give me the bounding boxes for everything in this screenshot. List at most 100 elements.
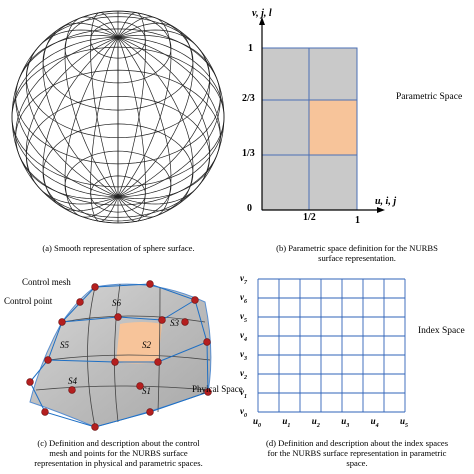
index-grid <box>257 278 406 413</box>
tick-label-half: 1/2 <box>303 212 316 223</box>
sphere-meridian <box>15 36 119 200</box>
label-control-mesh: Control mesh <box>22 277 71 287</box>
control-point <box>114 313 122 321</box>
control-point <box>76 298 84 306</box>
v-label: v4 <box>240 330 247 343</box>
sphere-parallel <box>42 123 194 224</box>
control-point <box>146 280 154 288</box>
tick-label-1-x: 1 <box>355 215 360 226</box>
control-point <box>181 318 189 326</box>
control-point <box>158 316 166 324</box>
u-label: u4 <box>370 416 379 429</box>
caption-d-line2: for the NURBS surface representation in … <box>267 448 447 458</box>
sphere-parallel <box>11 46 225 188</box>
panel-a <box>0 0 237 237</box>
caption-c-line2: mesh and points for the NURBS surface <box>49 448 188 458</box>
sphere-parallel <box>25 95 211 218</box>
u-label: u0 <box>253 416 262 429</box>
parametric-grid <box>261 47 358 211</box>
sphere-meridian <box>15 34 119 198</box>
u-label: u5 <box>400 416 409 429</box>
caption-d-line3: space. <box>346 458 368 468</box>
sphere-parallel <box>25 16 211 139</box>
control-point <box>58 318 66 326</box>
v-label: v2 <box>240 368 247 381</box>
patch-label-s5: S5 <box>60 340 69 350</box>
control-point <box>26 378 34 386</box>
u-label: u3 <box>341 416 350 429</box>
patch-label-s6: S6 <box>112 298 121 308</box>
sphere-meridian <box>117 36 221 200</box>
control-point <box>91 423 99 431</box>
tick-label-0: 0 <box>247 203 252 214</box>
label-physical-space: Phyical Space <box>192 384 243 394</box>
control-point <box>44 356 52 364</box>
axes <box>259 17 385 213</box>
cell-0-2 <box>261 47 310 101</box>
caption-b: (b) Parametric space definition for the … <box>240 243 474 263</box>
sphere-parallel <box>15 69 221 206</box>
sphere-meridian <box>117 34 221 198</box>
sphere-parallel <box>42 10 194 111</box>
tick-one-third-text: 1/3 <box>242 148 255 159</box>
label-control-point: Control point <box>4 296 53 306</box>
u-label: u2 <box>311 416 320 429</box>
patch-label-s3: S3 <box>170 318 179 328</box>
sphere-meridian <box>117 29 211 198</box>
caption-d: (d) Definition and description about the… <box>240 438 474 468</box>
cell-0-0 <box>261 154 310 211</box>
control-point <box>191 296 199 304</box>
cell-0-1 <box>261 99 310 156</box>
control-point <box>203 338 211 346</box>
tick-half-text: 1/2 <box>303 212 316 223</box>
u-label: u1 <box>282 416 291 429</box>
patch-label-s1: S1 <box>142 386 151 396</box>
sphere-parallel <box>90 21 146 59</box>
v-label: v5 <box>240 311 247 324</box>
v-label: v0 <box>240 406 247 419</box>
caption-b-line1: (b) Parametric space definition for the … <box>276 243 438 253</box>
index-space-title: Index Space <box>418 326 465 336</box>
highlight-patch <box>116 322 162 364</box>
control-point <box>68 386 76 394</box>
control-mesh <box>29 283 209 428</box>
tick-label-1-y: 1 <box>248 43 253 54</box>
caption-c-line3: representation in physical and parametri… <box>34 458 203 468</box>
sphere-parallel <box>64 12 172 84</box>
patch-label-s4: S4 <box>68 376 77 386</box>
panel-d <box>237 262 474 432</box>
control-point <box>146 408 154 416</box>
caption-c: (c) Definition and description about the… <box>0 438 237 468</box>
cell-1-0 <box>308 154 358 211</box>
v-label: v7 <box>240 273 247 286</box>
v-label: v1 <box>240 387 247 400</box>
patch-label-s2: S2 <box>142 340 151 350</box>
cell-1-1-highlight <box>308 99 358 156</box>
sphere-parallel <box>15 28 221 165</box>
panel-b <box>237 0 474 237</box>
control-point <box>204 388 212 396</box>
control-point <box>154 358 162 366</box>
caption-c-line1: (c) Definition and description about the… <box>37 438 200 448</box>
iso-curves <box>35 283 211 428</box>
v-label: v3 <box>240 349 247 362</box>
panel-c <box>0 262 237 432</box>
tick-label-two-thirds: 2/3 <box>242 93 255 104</box>
caption-b-line2: surface representation. <box>318 253 396 263</box>
control-point <box>41 408 49 416</box>
control-point <box>136 382 144 390</box>
sphere-meridian <box>25 29 119 198</box>
parametric-space-title: Parametric Space <box>396 92 463 102</box>
tick-label-one-third: 1/3 <box>242 148 255 159</box>
caption-a: (a) Smooth representation of sphere surf… <box>42 243 195 253</box>
control-point <box>111 358 119 366</box>
v-label: v6 <box>240 292 247 305</box>
sphere-wireframe <box>11 10 225 224</box>
cell-1-2 <box>308 47 358 101</box>
sphere-parallel <box>64 150 172 222</box>
sphere-meridian <box>25 36 119 205</box>
control-point <box>91 283 99 291</box>
tick-two-thirds-text: 2/3 <box>242 93 255 104</box>
caption-d-line1: (d) Definition and description about the… <box>265 438 449 448</box>
